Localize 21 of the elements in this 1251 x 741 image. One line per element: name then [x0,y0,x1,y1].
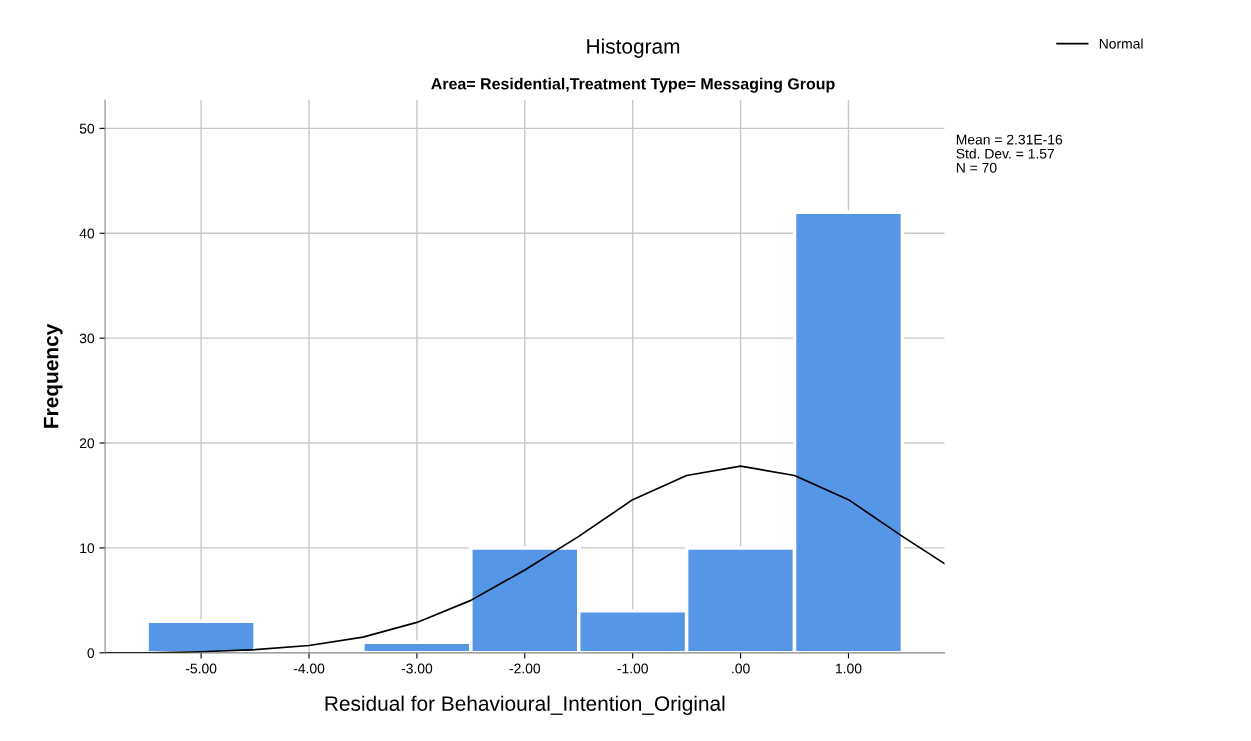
y-tick-label: 10 [80,543,95,554]
x-tick-label: -3.00 [401,663,433,674]
y-tick-label: 30 [79,333,95,344]
x-tick-label: -4.00 [293,663,325,674]
text: Mean = 2.31E-16 [956,134,1063,145]
legend-label: Normal [1099,38,1143,49]
x-tick-label: -2.00 [509,663,541,674]
text: Std. Dev. = 1.57 [956,148,1055,159]
x-axis-title: Residual for Behavioural_Intention_Original [325,695,725,716]
y-axis-title: Frequency [43,323,63,428]
y-tick-label: 0 [87,648,95,658]
chart-title: Histogram [587,38,680,58]
y-tick-label: 40 [79,228,95,239]
x-tick-label: -5.00 [185,663,217,674]
x-tick-label: 1.00 [836,663,862,674]
x-tick-label: -1.00 [617,663,648,674]
y-tick-label: 20 [79,438,95,449]
y-tick-label: 50 [79,123,95,134]
chart-subtitle: Area= Residential,Treatment Type= Messaging Group [431,77,835,93]
text: N = 70 [956,162,997,173]
x-tick-label: .00 [732,663,750,674]
